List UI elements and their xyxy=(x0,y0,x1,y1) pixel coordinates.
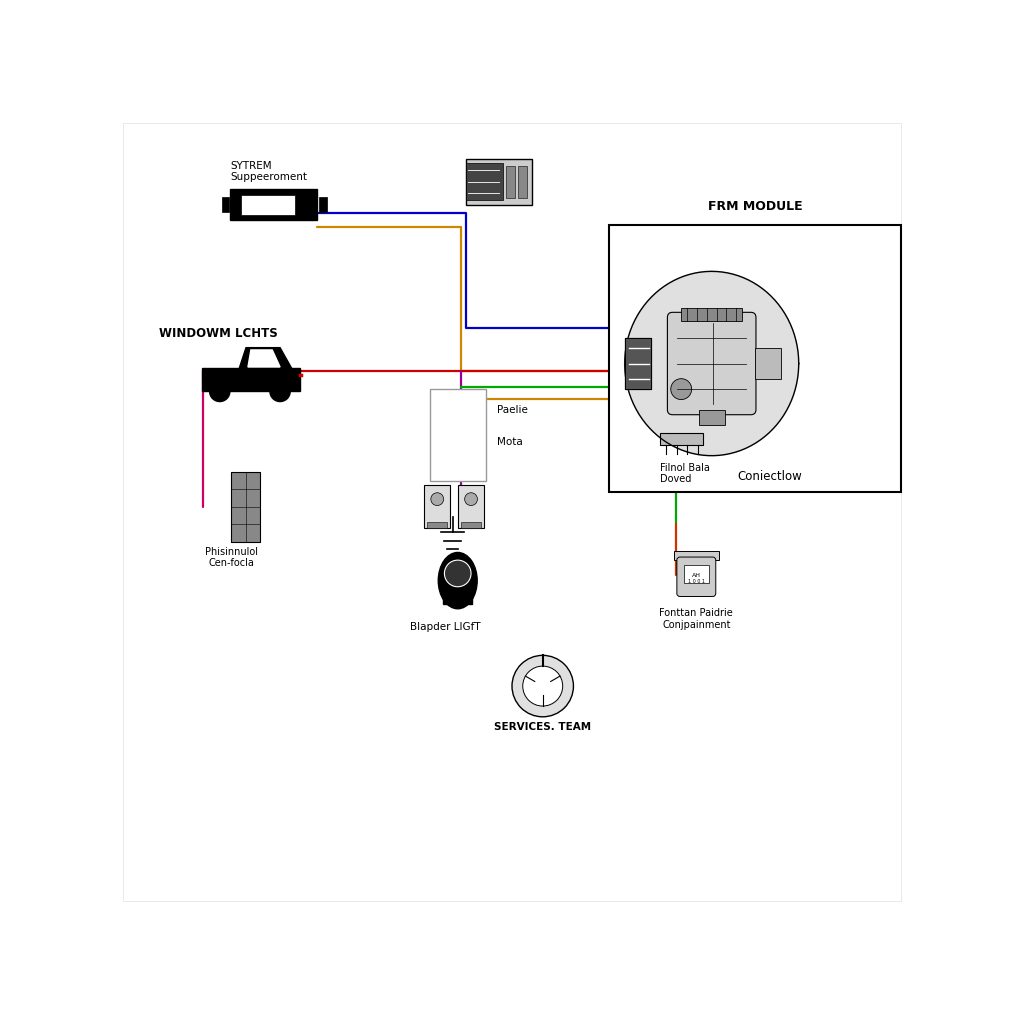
Circle shape xyxy=(523,666,563,707)
Bar xyxy=(698,410,725,425)
FancyBboxPatch shape xyxy=(668,312,756,415)
Bar xyxy=(319,197,327,213)
Bar xyxy=(230,189,317,220)
Bar xyxy=(430,389,486,481)
Circle shape xyxy=(270,381,290,401)
Circle shape xyxy=(431,493,443,506)
Text: Filnol Bala
Doved: Filnol Bala Doved xyxy=(660,463,711,484)
Bar xyxy=(609,225,901,492)
Bar xyxy=(466,159,532,205)
Circle shape xyxy=(465,493,477,506)
Text: Paelie: Paelie xyxy=(497,404,527,415)
Bar xyxy=(222,197,229,213)
Bar xyxy=(231,472,260,542)
Bar xyxy=(443,579,472,604)
Bar xyxy=(681,308,742,321)
Circle shape xyxy=(671,379,691,399)
Circle shape xyxy=(512,655,573,717)
Polygon shape xyxy=(240,348,292,369)
Bar xyxy=(684,565,709,584)
Bar xyxy=(466,163,503,201)
Bar xyxy=(755,348,781,379)
Text: Coniectlow: Coniectlow xyxy=(737,470,802,482)
Text: WINDOWM LCHTS: WINDOWM LCHTS xyxy=(159,327,278,340)
Polygon shape xyxy=(203,369,299,391)
Text: 1 0 0 1: 1 0 0 1 xyxy=(688,580,705,584)
Bar xyxy=(123,123,901,901)
Bar xyxy=(506,166,515,198)
Text: SERVICES. TEAM: SERVICES. TEAM xyxy=(495,722,591,732)
Bar xyxy=(424,485,451,528)
Circle shape xyxy=(444,560,471,587)
Text: Blapder LIGfT: Blapder LIGfT xyxy=(410,622,480,632)
Ellipse shape xyxy=(438,553,477,608)
Polygon shape xyxy=(625,338,651,389)
Circle shape xyxy=(210,381,229,401)
Polygon shape xyxy=(248,350,280,367)
Bar xyxy=(427,522,447,528)
Bar xyxy=(518,166,527,198)
Bar xyxy=(459,485,484,528)
Text: Phisinnulol
Cen-focla: Phisinnulol Cen-focla xyxy=(205,547,258,568)
Bar xyxy=(461,522,481,528)
Polygon shape xyxy=(625,271,799,456)
Text: Mota: Mota xyxy=(497,437,522,447)
Bar xyxy=(660,433,703,445)
Text: AH: AH xyxy=(692,573,700,578)
Bar xyxy=(241,195,295,215)
FancyBboxPatch shape xyxy=(677,557,716,596)
Text: SYTREM
Suppeeroment: SYTREM Suppeeroment xyxy=(230,161,307,182)
Text: FRM MODULE: FRM MODULE xyxy=(708,200,803,213)
Text: Fonttan Paidrie
Conjpainment: Fonttan Paidrie Conjpainment xyxy=(659,608,733,630)
Bar xyxy=(674,551,719,560)
